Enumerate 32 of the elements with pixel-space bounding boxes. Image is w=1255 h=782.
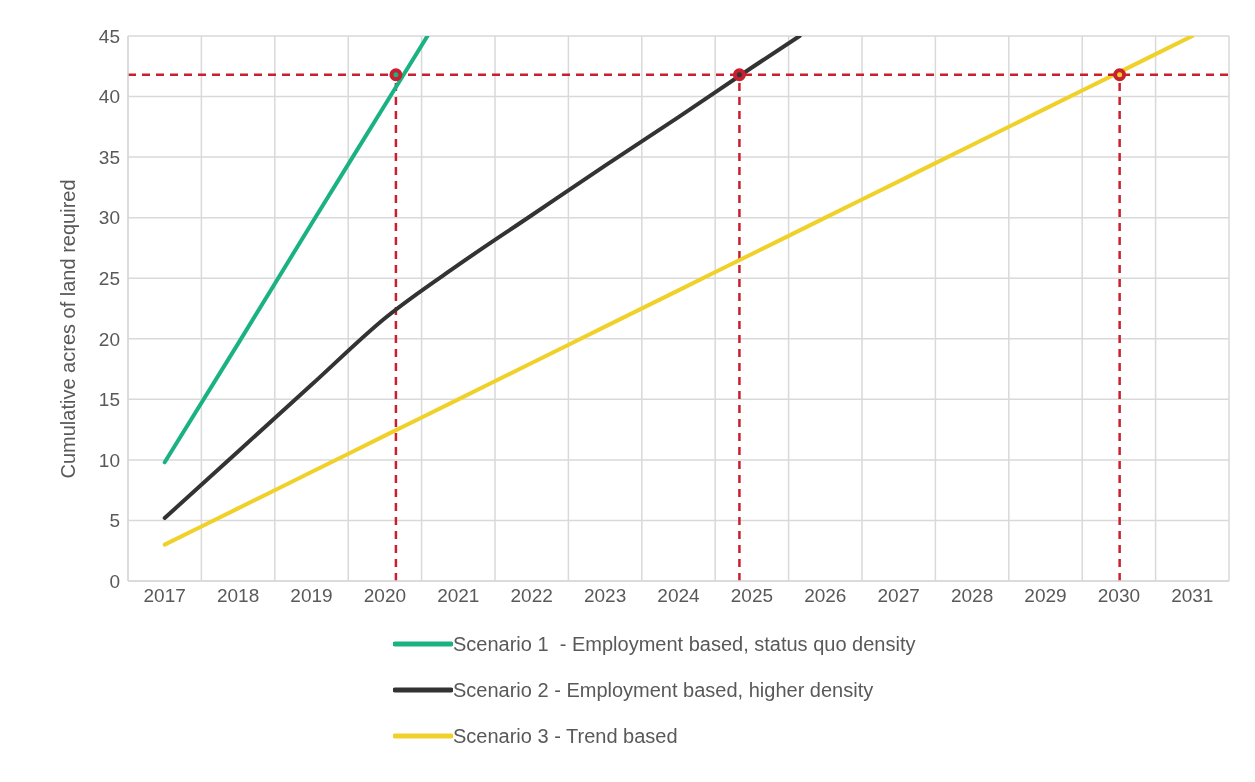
y-tick-label: 20: [98, 328, 120, 350]
x-tick-label: 2018: [216, 585, 260, 607]
x-tick-label: 2028: [950, 585, 994, 607]
x-tick-label: 2017: [143, 585, 186, 607]
x-tick-label: 2021: [437, 585, 480, 607]
y-tick-label: 5: [109, 510, 120, 532]
x-tick-label: 2031: [1171, 585, 1214, 607]
y-tick-label: 0: [109, 570, 120, 592]
y-tick-label: 30: [98, 207, 120, 229]
x-tick-label: 2020: [363, 585, 407, 607]
x-tick-label: 2019: [290, 585, 333, 607]
x-tick-label: 2030: [1097, 585, 1141, 607]
y-tick-label: 35: [98, 146, 120, 168]
x-tick-label: 2029: [1024, 585, 1067, 607]
y-tick-label: 40: [98, 86, 120, 108]
x-tick-label: 2026: [804, 585, 847, 607]
x-tick-label: 2023: [583, 585, 627, 607]
x-tick-label: 2027: [877, 585, 920, 607]
line-series: [162, 36, 430, 465]
y-tick-label: 25: [98, 267, 120, 289]
x-tick-label: 2025: [730, 585, 774, 607]
y-tick-label: 15: [98, 389, 120, 411]
line-series: [162, 36, 1195, 547]
x-tick-label: 2024: [657, 585, 701, 607]
y-tick-label: 10: [98, 449, 120, 471]
legend-label: Scenario 3 - Trend based: [453, 724, 678, 748]
x-tick-label: 2022: [510, 585, 553, 607]
legend-label: Scenario 1 - Employment based, status quo density: [453, 632, 916, 656]
y-axis-title: Cumulative acres of land required: [57, 179, 80, 479]
y-tick-label: 45: [98, 25, 120, 47]
legend-label: Scenario 2 - Employment based, higher density: [453, 678, 874, 702]
line-series: [162, 36, 802, 521]
